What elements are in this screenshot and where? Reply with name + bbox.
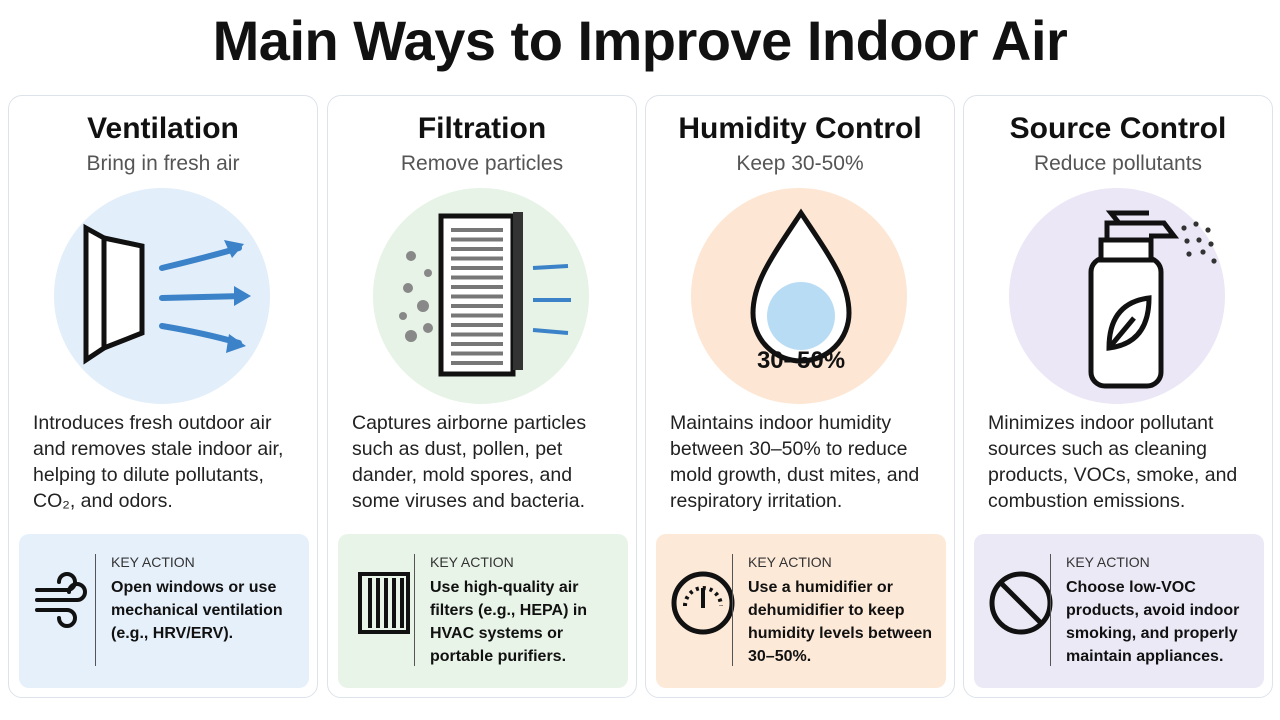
key-action-label: KEY ACTION — [430, 554, 514, 570]
key-action-box: KEY ACTION Use high-quality air filters (… — [338, 534, 628, 688]
key-icon — [671, 571, 735, 635]
key-action-label: KEY ACTION — [748, 554, 832, 570]
card-title: Filtration — [417, 112, 547, 145]
card-subtitle: Remove particles — [400, 152, 564, 175]
key-icon — [989, 571, 1053, 635]
card-description: Captures airborne particles such as dust… — [352, 412, 587, 512]
key-icon — [358, 572, 410, 634]
key-action-text: Use high-quality air filters (e.g., HEPA… — [430, 579, 588, 665]
key-action-label: KEY ACTION — [1066, 554, 1150, 570]
divider — [1050, 554, 1051, 666]
card: Filtration Remove particles Captures airb… — [327, 95, 637, 698]
card: Humidity Control Keep 30-50% 30–50% Maintai… — [645, 95, 955, 698]
card-title: Source Control — [1009, 112, 1227, 145]
icon-graphic — [54, 188, 270, 404]
key-action-box: KEY ACTION Open windows or use mechanical… — [19, 534, 309, 688]
icon-label: 30–50% — [757, 347, 845, 374]
card-icon: 30–50% — [691, 188, 911, 413]
card: Ventilation Bring in fresh air Introduces… — [8, 95, 318, 698]
key-action-label: KEY ACTION — [111, 554, 195, 570]
page-title: Main Ways to Improve Indoor Air — [212, 9, 1068, 72]
card-subtitle: Keep 30-50% — [736, 152, 864, 175]
key-action-box: KEY ACTION Choose low-VOC products, avoid… — [974, 534, 1264, 688]
icon-graphic — [373, 188, 589, 404]
icon-graphic — [1009, 188, 1225, 404]
card-subtitle: Bring in fresh air — [86, 152, 240, 175]
card-title: Ventilation — [87, 112, 239, 145]
key-action-box: KEY ACTION Use a humidifier or dehumidifi… — [656, 534, 946, 688]
key-action-icon — [670, 570, 736, 641]
divider — [95, 554, 96, 666]
icon-graphic: 30–50% — [691, 188, 907, 404]
card-description: Introduces fresh outdoor air and removes… — [33, 412, 284, 512]
key-action-icon — [988, 570, 1054, 641]
key-action-text: Open windows or use mechanical ventilati… — [111, 579, 283, 642]
key-action-icon — [33, 570, 99, 641]
key-action-text: Use a humidifier or dehumidifier to keep… — [748, 579, 933, 665]
card: Source Control Reduce pollutants Minimize… — [963, 95, 1273, 698]
key-action-icon — [352, 570, 418, 641]
divider — [414, 554, 415, 666]
key-icon — [35, 572, 87, 628]
key-action-text: Choose low-VOC products, avoid indoor sm… — [1066, 579, 1240, 665]
card-icon — [373, 188, 593, 413]
card-description: Maintains indoor humidity between 30–50%… — [670, 412, 920, 512]
card-icon — [54, 188, 274, 413]
card-description: Minimizes indoor pollutant sources such … — [988, 412, 1238, 512]
divider — [732, 554, 733, 666]
card-subtitle: Reduce pollutants — [1033, 152, 1203, 175]
card-title: Humidity Control — [678, 112, 922, 145]
card-icon — [1009, 188, 1229, 413]
